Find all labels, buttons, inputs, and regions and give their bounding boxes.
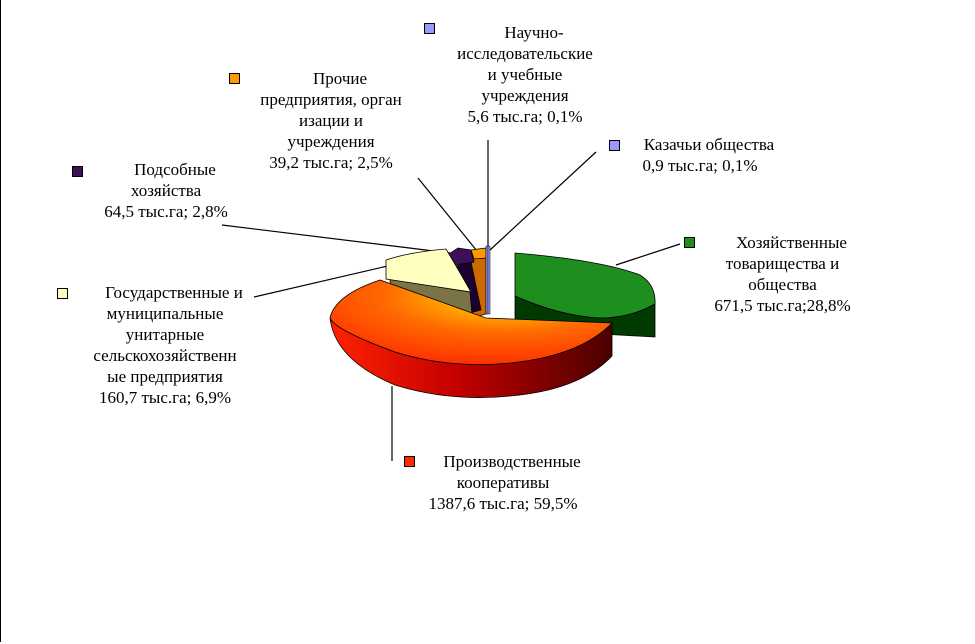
swatch-prochie	[229, 73, 240, 84]
label-hoz-name-line: общества	[748, 275, 817, 294]
label-kazach-value: 0,9 тыс.га; 0,1%	[642, 156, 758, 175]
swatch-hoz	[684, 237, 695, 248]
leader-hoz	[615, 243, 681, 266]
label-kazach: Казачьи общества 0,9 тыс.га; 0,1%	[605, 134, 795, 176]
label-gos-name-line: унитарные	[125, 325, 205, 344]
slice-nauch	[485, 245, 489, 315]
swatch-podsob	[72, 166, 83, 177]
slice-proizv	[329, 279, 613, 365]
label-prochie-name-line: предприятия, орган	[260, 90, 402, 109]
label-proizv-name-line: Производственные	[443, 452, 581, 471]
leader-kazach	[489, 151, 597, 251]
label-hoz: Хозяйственные товарищества и общества 671,5…	[680, 232, 885, 316]
label-nauch-value: 5,6 тыс.га; 0,1%	[467, 107, 583, 126]
label-nauch: Научно-исследовательские и учебные учрежде…	[425, 22, 625, 127]
label-gos-name-line: муниципальные	[106, 304, 224, 323]
label-gos-value: 160,7 тыс.га; 6,9%	[98, 388, 232, 407]
pie-slices	[329, 245, 656, 398]
label-podsob: Подсобные хозяйства 64,5 тыс.га; 2,8%	[66, 159, 266, 222]
leader-prochie	[417, 177, 478, 252]
label-prochie-name-line: учреждения	[287, 132, 375, 151]
label-proizv: Производственные кооперативы 1387,6 тыс.га…	[398, 451, 608, 514]
swatch-nauch	[424, 23, 435, 34]
swatch-proizv	[404, 456, 415, 467]
label-podsob-name-line: Подсобные	[134, 160, 216, 179]
leader-gos	[253, 264, 393, 298]
label-hoz-name-line: товарищества и	[725, 254, 840, 273]
label-gos-name-line: ые предприятия	[107, 367, 223, 386]
label-podsob-value: 64,5 тыс.га; 2,8%	[104, 202, 228, 221]
label-gos: Государственные и муниципальные унитарные с…	[50, 282, 280, 408]
label-podsob-name-line: хозяйства	[130, 181, 202, 200]
label-kazach-name-line: Казачьи общества	[643, 135, 775, 154]
slice-gos	[385, 248, 472, 293]
label-prochie-value: 39,2 тыс.га; 2,5%	[269, 153, 393, 172]
label-nauch-name-line: исследовательские	[457, 44, 593, 63]
leader-lines	[221, 140, 681, 461]
slice-prochie	[470, 247, 487, 260]
label-nauch-name-line: учреждения	[481, 86, 569, 105]
slice-hoz	[514, 252, 656, 319]
label-proizv-name-line: кооперативы	[456, 473, 550, 492]
swatch-kazach	[609, 140, 620, 151]
label-hoz-name-line: Хозяйственные	[736, 233, 847, 252]
label-nauch-name-line: и учебные	[487, 65, 563, 84]
label-prochie: Прочие предприятия, орган изации и учрежден…	[236, 68, 426, 173]
label-proizv-value: 1387,6 тыс.га; 59,5%	[428, 494, 578, 513]
label-nauch-name-line: Научно-	[504, 23, 564, 42]
label-prochie-name-line: Прочие	[312, 69, 368, 88]
swatch-gos	[57, 288, 68, 299]
label-hoz-value: 671,5 тыс.га;28,8%	[714, 296, 851, 315]
slice-kazach	[487, 245, 491, 315]
label-gos-name-line: сельскохозяйственн	[93, 346, 237, 365]
label-gos-name-line: Государственные и	[105, 283, 243, 302]
leader-podsob	[221, 224, 451, 254]
label-prochie-name-line: изации и	[299, 111, 363, 130]
